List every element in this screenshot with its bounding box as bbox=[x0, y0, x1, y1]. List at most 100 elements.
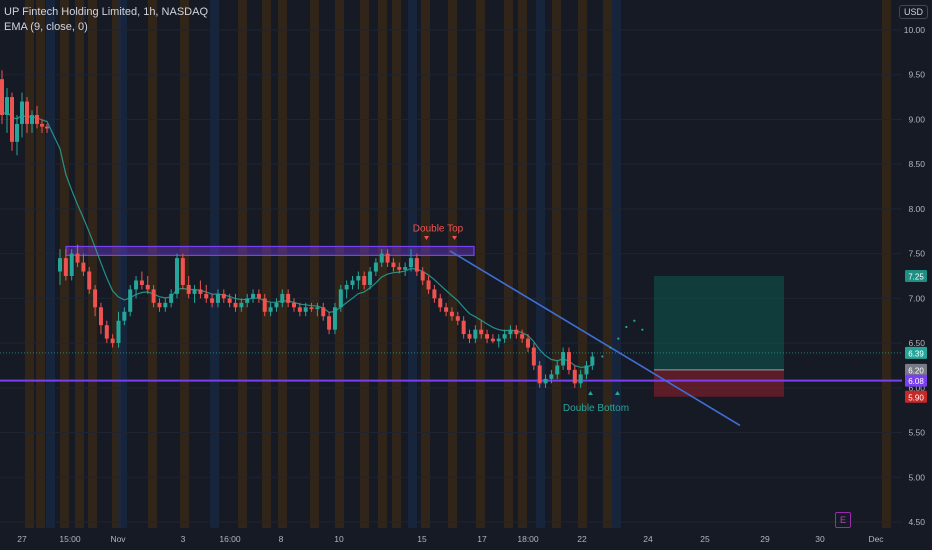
price-tick-label: 7.50 bbox=[908, 249, 925, 259]
candle-body bbox=[157, 302, 162, 308]
candle-body bbox=[93, 289, 98, 308]
time-tick-label: Nov bbox=[110, 534, 126, 544]
stop-zone bbox=[654, 369, 784, 397]
candle-body bbox=[549, 374, 554, 379]
candle-body bbox=[537, 365, 542, 384]
candle-body bbox=[251, 293, 256, 299]
price-tick-label: 9.50 bbox=[908, 70, 925, 80]
candle-body bbox=[514, 329, 519, 335]
candle-body bbox=[58, 258, 62, 272]
price-tick-label: 5.00 bbox=[908, 472, 925, 482]
candle-body bbox=[543, 378, 548, 384]
candle-body bbox=[303, 307, 308, 312]
candle-body bbox=[98, 307, 103, 326]
candle-body bbox=[175, 258, 179, 294]
candle-body bbox=[368, 271, 373, 285]
price-label-text: 6.39 bbox=[908, 349, 924, 358]
candle-body bbox=[30, 114, 34, 124]
candle-body bbox=[356, 276, 361, 281]
currency-button[interactable]: USD bbox=[898, 5, 928, 19]
price-tick-label: 7.00 bbox=[908, 293, 925, 303]
candle-body bbox=[526, 338, 530, 348]
candle-body bbox=[122, 311, 127, 321]
time-tick-label: 15 bbox=[417, 534, 427, 544]
candle-body bbox=[15, 123, 19, 142]
price-tick-label: 6.00 bbox=[908, 383, 925, 393]
candle-body bbox=[286, 293, 291, 303]
candle-body bbox=[485, 334, 490, 339]
candle-body bbox=[215, 293, 220, 303]
candle-body bbox=[490, 338, 495, 342]
session-highlight bbox=[476, 0, 485, 528]
candle-body bbox=[10, 97, 14, 142]
candle-body bbox=[104, 325, 109, 339]
candle-body bbox=[210, 298, 215, 303]
candle-body bbox=[555, 365, 560, 375]
chart-legend: UP Fintech Holding Limited, 1h, NASDAQ E… bbox=[4, 5, 208, 35]
candle-body bbox=[327, 316, 332, 330]
session-highlight bbox=[518, 0, 527, 528]
candle-body bbox=[432, 289, 437, 299]
candle-body bbox=[139, 280, 144, 285]
candle-body bbox=[315, 307, 320, 310]
session-highlight bbox=[504, 0, 513, 528]
time-tick-label: 8 bbox=[279, 534, 284, 544]
candle-body bbox=[362, 276, 367, 285]
candle-body bbox=[280, 293, 285, 303]
price-label-text: 7.25 bbox=[908, 273, 924, 282]
candle-body bbox=[414, 258, 419, 272]
session-highlight bbox=[88, 0, 97, 528]
candle-body bbox=[151, 289, 156, 303]
price-label-text: 5.90 bbox=[908, 393, 924, 402]
candle-body bbox=[479, 329, 484, 335]
candle-body bbox=[344, 284, 349, 290]
time-tick-label: 15:00 bbox=[59, 534, 81, 544]
projection-point bbox=[617, 337, 620, 340]
price-tick-label: 4.50 bbox=[908, 517, 925, 527]
time-axis-background bbox=[0, 528, 932, 550]
candle-body bbox=[385, 253, 390, 263]
session-highlight bbox=[392, 0, 401, 528]
candle-body bbox=[40, 123, 44, 127]
candle-body bbox=[116, 320, 121, 344]
candle-body bbox=[87, 271, 92, 290]
price-tick-label: 9.00 bbox=[908, 114, 925, 124]
projection-point bbox=[601, 355, 604, 358]
indicator-label: EMA (9, close, 0) bbox=[4, 21, 88, 33]
session-highlight bbox=[612, 0, 621, 528]
session-highlight bbox=[75, 0, 84, 528]
candle-body bbox=[531, 347, 536, 366]
session-highlight bbox=[578, 0, 587, 528]
tradingview-logo-icon[interactable]: E bbox=[835, 512, 851, 528]
candle-body bbox=[45, 126, 49, 129]
session-highlight bbox=[278, 0, 287, 528]
candle-body bbox=[420, 271, 425, 281]
session-highlight bbox=[112, 0, 121, 528]
time-tick-label: Dec bbox=[868, 534, 884, 544]
candle-body bbox=[25, 101, 29, 124]
candle-body bbox=[20, 101, 24, 124]
double-bottom-marker bbox=[615, 391, 620, 395]
candle-body bbox=[163, 302, 168, 308]
candle-body bbox=[578, 374, 583, 384]
resistance-zone bbox=[65, 245, 475, 257]
candle-body bbox=[35, 114, 39, 124]
projection-point bbox=[609, 346, 612, 349]
candle-body bbox=[145, 284, 150, 290]
candle-body bbox=[297, 307, 302, 312]
candle-body bbox=[350, 280, 355, 285]
candle-body bbox=[5, 97, 9, 115]
candle-body bbox=[397, 267, 402, 270]
time-tick-label: 22 bbox=[577, 534, 587, 544]
candle-body bbox=[233, 302, 238, 308]
candle-body bbox=[467, 334, 472, 339]
candle-body bbox=[81, 262, 86, 272]
time-tick-label: 30 bbox=[815, 534, 825, 544]
projection-point bbox=[633, 319, 636, 322]
price-label-tag bbox=[905, 363, 927, 376]
price-label-tag bbox=[905, 374, 927, 387]
price-tick-label: 8.00 bbox=[908, 204, 925, 214]
session-highlight bbox=[421, 0, 430, 528]
time-tick-label: 29 bbox=[760, 534, 770, 544]
